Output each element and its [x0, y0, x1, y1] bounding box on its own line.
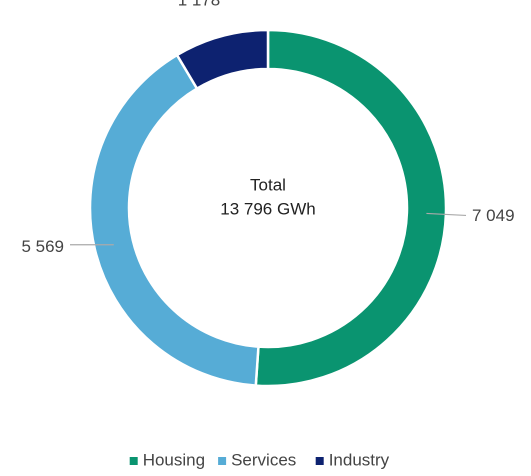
leader-line	[426, 212, 467, 217]
center-label: Total	[250, 175, 286, 194]
center-label: 13 796 GWh	[220, 199, 315, 218]
legend-swatch	[315, 457, 324, 465]
data-label: 7 049	[472, 206, 515, 225]
legend-label: Services	[231, 450, 296, 469]
legend-label: Industry	[329, 450, 390, 469]
legend-swatch	[129, 457, 138, 465]
legend-swatch	[218, 457, 227, 465]
data-label: 1 178	[178, 0, 221, 10]
donut-segment	[175, 28, 270, 91]
legend-label: Housing	[143, 450, 205, 469]
data-label: 5 569	[21, 237, 64, 256]
donut-segment	[254, 28, 448, 388]
donut-segment	[88, 53, 260, 387]
